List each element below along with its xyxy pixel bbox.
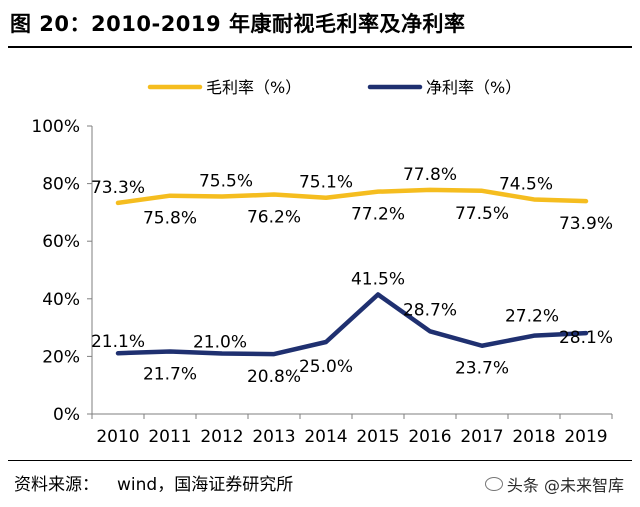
x-tick-label: 2016 xyxy=(408,427,451,447)
line-chart: 毛利率（%） 净利率（%） 0% 20% 40% 60% 80% 100% 2010 2011 2… xyxy=(31,78,613,447)
gross-margin-label-2014: 75.1% xyxy=(299,173,353,193)
x-tick-label: 2017 xyxy=(460,427,503,447)
x-tick-label: 2013 xyxy=(252,427,295,447)
footer-divider xyxy=(8,460,632,461)
x-tick-label: 2012 xyxy=(200,427,243,447)
legend: 毛利率（%） 净利率（%） xyxy=(147,78,521,97)
net-margin-label-2015: 41.5% xyxy=(351,269,405,289)
gross-margin-label-2011: 75.8% xyxy=(143,209,197,229)
x-tick-label: 2018 xyxy=(512,427,555,447)
y-tick-label: 100% xyxy=(31,117,80,137)
net-margin-label-2012: 21.0% xyxy=(193,333,247,353)
net-margin-label-2018: 27.2% xyxy=(505,307,559,327)
legend-gross-margin-label: 毛利率（%） xyxy=(206,78,301,97)
chart-title: 图 20：2010-2019 年康耐视毛利率及净利率 xyxy=(10,12,466,36)
net-margin-label-2011: 21.7% xyxy=(143,365,197,385)
gross-margin-label-2018: 74.5% xyxy=(499,174,553,194)
gross-margin-label-2012: 75.5% xyxy=(199,172,253,192)
net-margin-label-2016: 28.7% xyxy=(403,300,457,320)
gross-margin-label-2015: 77.2% xyxy=(351,205,405,225)
title-divider xyxy=(8,46,632,48)
source-text: wind，国海证券研究所 xyxy=(117,475,294,495)
y-tick-label: 0% xyxy=(53,405,80,425)
series-lines xyxy=(115,187,589,357)
gross-margin-label-2010: 73.3% xyxy=(91,178,145,198)
source-label: 资料来源： xyxy=(14,475,99,495)
x-tick-label: 2019 xyxy=(564,427,607,447)
axes: 0% 20% 40% 60% 80% 100% 2010 2011 2012 2013 2014 20… xyxy=(31,117,613,447)
net-margin-label-2014: 25.0% xyxy=(299,357,353,377)
x-tick-label: 2015 xyxy=(356,427,399,447)
x-tick-label: 2011 xyxy=(148,427,191,447)
gross-margin-label-2016: 77.8% xyxy=(403,165,457,185)
net-margin-label-2017: 23.7% xyxy=(455,359,509,379)
gross-margin-label-2017: 77.5% xyxy=(455,204,509,224)
watermark: 头条 @未来智库 xyxy=(484,472,624,496)
watermark-text: 头条 @未来智库 xyxy=(506,476,624,495)
y-tick-label: 80% xyxy=(42,175,80,195)
watermark-logo-icon xyxy=(484,477,503,491)
y-tick-label: 40% xyxy=(42,290,80,310)
gross-margin-label-2019: 73.9% xyxy=(559,214,613,234)
x-tick-label: 2014 xyxy=(304,427,347,447)
gross-margin-label-2013: 76.2% xyxy=(247,208,301,228)
net-margin-label-2013: 20.8% xyxy=(247,367,301,387)
data-labels: 73.3% 75.8%75.5% 76.2% 75.1% 77.2% 77.8% 77.5%… xyxy=(91,165,613,387)
net-margin-line xyxy=(115,292,589,357)
x-tick-label: 2010 xyxy=(96,427,139,447)
source-note: 资料来源： wind，国海证券研究所 xyxy=(14,470,293,495)
gross-margin-line xyxy=(115,187,589,206)
y-tick-label: 20% xyxy=(42,347,80,367)
net-margin-label-2010: 21.1% xyxy=(91,332,145,352)
y-tick-label: 60% xyxy=(42,232,80,252)
net-margin-label-2019: 28.1% xyxy=(559,328,613,348)
legend-net-margin-label: 净利率（%） xyxy=(426,78,521,97)
